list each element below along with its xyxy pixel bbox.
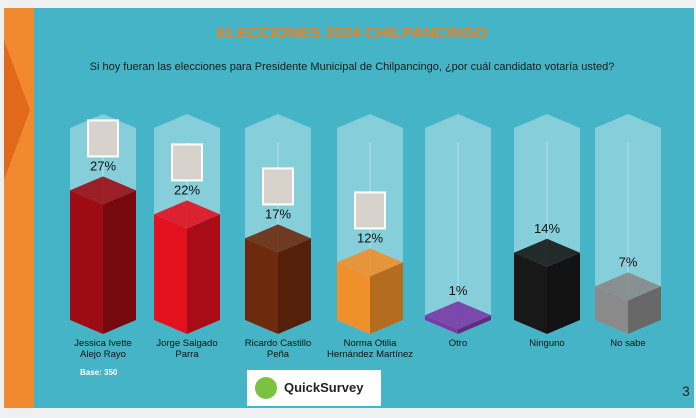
bar-top: [337, 248, 403, 277]
value-label: 1%: [449, 283, 468, 298]
x-tick-label: No sabe: [610, 338, 646, 349]
logo-icon: [255, 377, 277, 399]
base-note: Base: 350: [80, 368, 118, 377]
bar-left: [514, 252, 547, 334]
bar-top: [425, 301, 491, 330]
side-arrow: [4, 40, 30, 180]
value-label: 22%: [174, 182, 200, 197]
bar-right: [103, 190, 136, 334]
bar-top: [70, 176, 136, 205]
column-bg: [425, 114, 491, 334]
bar-right: [278, 238, 311, 334]
x-tick-label: Jessica Ivette Alejo Rayo: [74, 338, 132, 360]
candidate-photo: [262, 167, 294, 206]
bar-right: [370, 262, 403, 334]
value-label: 17%: [265, 206, 291, 221]
candidate-photo: [87, 119, 119, 158]
bar-left: [245, 238, 278, 334]
value-label: 12%: [357, 230, 383, 245]
chart-subtitle: Si hoy fueran las elecciones para Presid…: [89, 61, 615, 73]
x-tick-label: Otro: [448, 338, 468, 349]
bar: [425, 301, 491, 334]
value-label: 7%: [619, 254, 638, 269]
bar: [245, 224, 311, 334]
bar: [595, 272, 661, 334]
bar: [514, 238, 580, 334]
bar-right: [458, 315, 491, 334]
page-number: 3: [682, 383, 690, 399]
bar-left: [154, 214, 187, 334]
value-label: 27%: [90, 158, 116, 173]
candidate-photo: [354, 191, 386, 230]
bar-left: [425, 315, 458, 334]
x-tick-label: Norma Otilia Hernández Martínez: [326, 338, 414, 360]
logo-text: QuickSurvey: [284, 380, 364, 395]
column-bg: [595, 114, 661, 334]
chart-title: ELECCIONES 2024 CHILPANCINGO: [217, 25, 488, 42]
bar-left: [337, 262, 370, 334]
bar: [70, 176, 136, 334]
bar-top: [595, 272, 661, 301]
bar-right: [187, 214, 220, 334]
candidate-photo: [171, 143, 203, 182]
x-tick-label: Ninguno: [529, 338, 565, 349]
value-label: 14%: [534, 221, 560, 236]
bar-top: [514, 238, 580, 267]
bar-right: [628, 286, 661, 334]
x-tick-label: Ricardo Castillo Peña: [244, 338, 312, 360]
bar-left: [595, 286, 628, 334]
bar-top: [245, 224, 311, 253]
bar: [154, 200, 220, 334]
bar-top: [154, 200, 220, 229]
bar-left: [70, 190, 103, 334]
bar-right: [547, 252, 580, 334]
x-tick-label: Jorge Salgado Parra: [156, 338, 218, 360]
bar: [337, 248, 403, 334]
